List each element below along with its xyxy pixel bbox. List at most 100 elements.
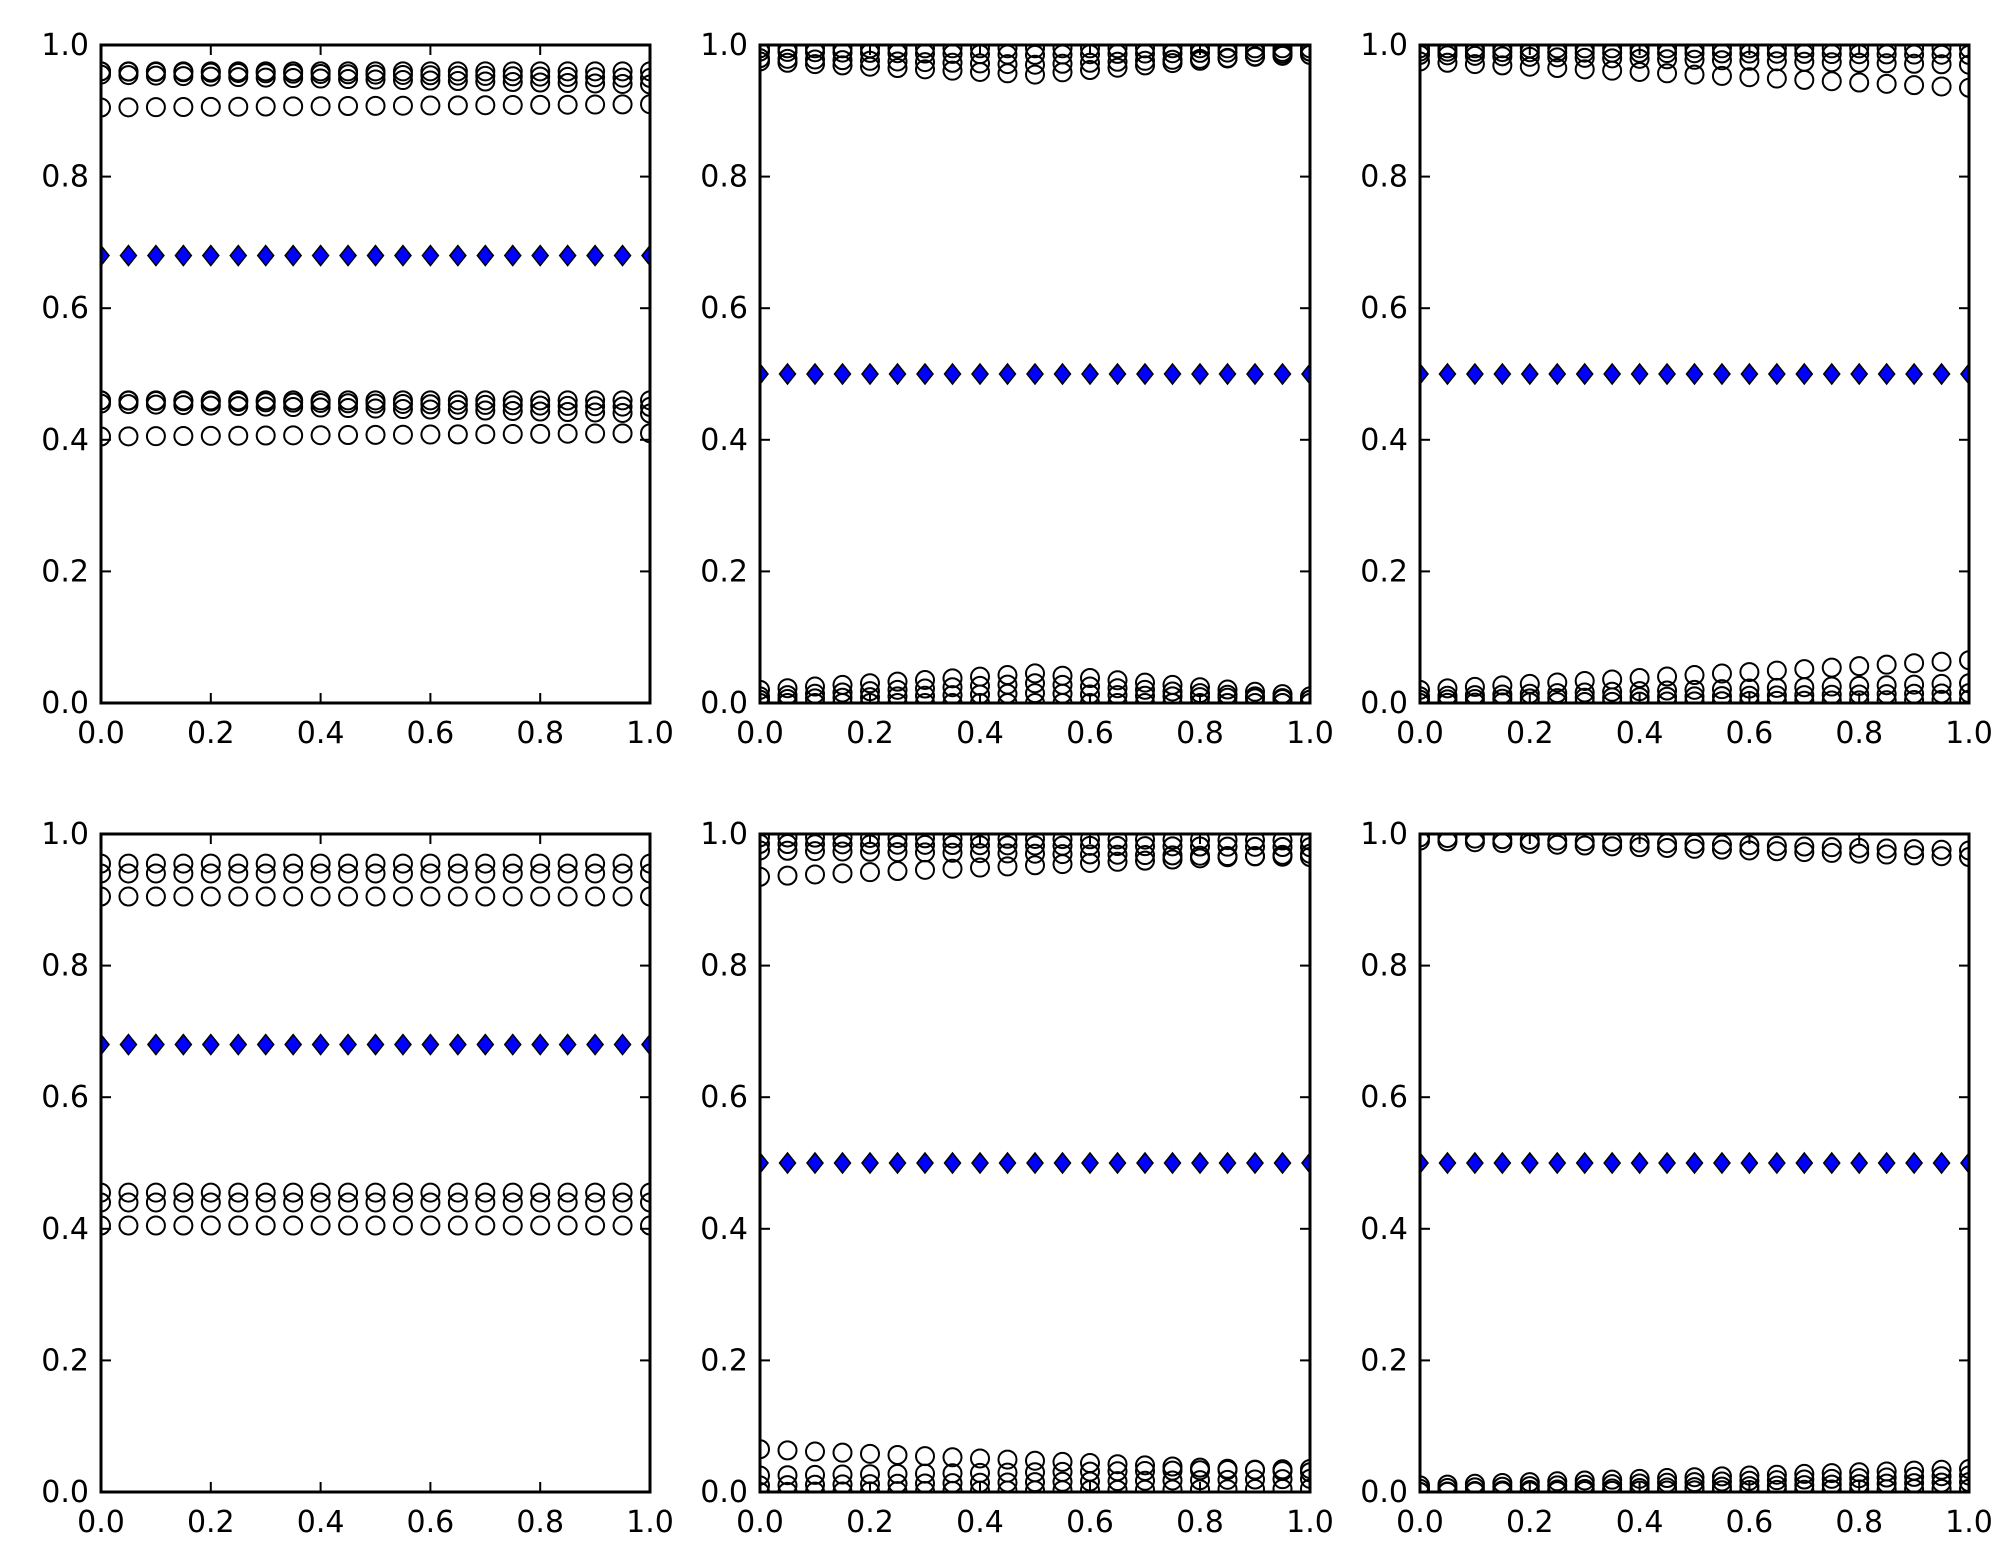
y-tick-label: 0.6 bbox=[1360, 291, 1408, 326]
circle-marker bbox=[101, 64, 111, 85]
circle-marker bbox=[832, 55, 853, 76]
diamond-marker bbox=[806, 1151, 824, 1175]
circle-marker bbox=[640, 390, 650, 411]
circle-marker bbox=[887, 45, 908, 59]
circle-marker bbox=[585, 61, 606, 82]
y-tick-label: 0.2 bbox=[1360, 554, 1408, 589]
circle-marker bbox=[365, 1192, 386, 1213]
circle-marker bbox=[101, 1192, 111, 1213]
circle-marker bbox=[760, 866, 770, 887]
circle-marker bbox=[420, 424, 441, 445]
circle-marker bbox=[612, 396, 633, 417]
diamond-marker bbox=[1026, 1151, 1044, 1175]
circle-marker bbox=[1080, 852, 1100, 873]
circle-marker bbox=[475, 424, 496, 445]
circle-marker bbox=[1602, 834, 1623, 852]
diamond-marker bbox=[1630, 362, 1649, 386]
diamond-marker bbox=[1740, 1151, 1759, 1175]
circle-marker bbox=[640, 423, 650, 444]
circle-marker bbox=[338, 96, 359, 117]
circle-marker bbox=[970, 684, 990, 703]
circle-marker bbox=[310, 392, 331, 413]
y-tick-label: 0.6 bbox=[700, 291, 748, 326]
circle-marker bbox=[777, 1465, 798, 1486]
x-tick-label: 0.6 bbox=[1726, 716, 1774, 751]
circle-marker bbox=[777, 840, 798, 861]
circle-marker bbox=[760, 834, 770, 848]
diamond-marker bbox=[503, 244, 522, 267]
circle-marker bbox=[557, 390, 578, 411]
circle-marker bbox=[760, 51, 770, 72]
circle-marker bbox=[1657, 1468, 1678, 1489]
diamond-marker bbox=[531, 244, 550, 267]
circle-marker bbox=[310, 1192, 331, 1213]
circle-marker bbox=[1300, 834, 1310, 851]
circle-marker bbox=[1931, 45, 1952, 59]
diamond-marker bbox=[366, 244, 385, 267]
circle-marker bbox=[1107, 693, 1128, 703]
circle-marker bbox=[1629, 45, 1650, 63]
y-tick-label: 1.0 bbox=[700, 28, 748, 63]
circle-marker bbox=[145, 65, 166, 86]
circle-marker bbox=[997, 54, 1018, 75]
diamond-marker bbox=[448, 244, 467, 267]
diamond-marker bbox=[1658, 1151, 1677, 1175]
circle-marker bbox=[1245, 836, 1265, 857]
circle-marker bbox=[1904, 53, 1925, 74]
circle-marker bbox=[1629, 668, 1650, 688]
circle-marker bbox=[1272, 1478, 1293, 1492]
circle-marker bbox=[1959, 54, 1969, 75]
subplot-top-left: 0.0 0.2 0.4 0.6 0.8 1.0 0.0 0.2 0.4 0.6 0.8 1.0 bbox=[41, 28, 674, 751]
circle-marker bbox=[942, 52, 963, 73]
circle-marker bbox=[915, 834, 935, 849]
circle-marker bbox=[612, 1215, 633, 1236]
circle-marker bbox=[557, 886, 578, 907]
circle-marker bbox=[255, 425, 276, 446]
circle-marker bbox=[228, 396, 249, 417]
circle-marker bbox=[997, 63, 1018, 84]
markers-group bbox=[760, 834, 1310, 1492]
circle-marker bbox=[530, 390, 551, 411]
circle-marker bbox=[118, 1215, 139, 1236]
circle-marker bbox=[502, 72, 523, 93]
circle-marker bbox=[1217, 48, 1238, 69]
circle-marker bbox=[860, 673, 880, 694]
circle-marker bbox=[530, 886, 551, 907]
circle-marker bbox=[832, 45, 853, 63]
y-tick-label: 0.4 bbox=[1360, 1212, 1408, 1247]
x-tick-label: 0.4 bbox=[956, 1505, 1004, 1540]
circle-marker bbox=[310, 68, 331, 89]
circle-marker bbox=[585, 853, 606, 874]
diamond-marker bbox=[833, 362, 852, 386]
circle-marker bbox=[338, 64, 359, 85]
y-tick-label: 0.2 bbox=[41, 1343, 89, 1378]
circle-marker bbox=[1080, 684, 1100, 703]
y-tick-label: 0.6 bbox=[700, 1080, 748, 1115]
circle-marker bbox=[640, 1182, 650, 1203]
circle-marker bbox=[1272, 1469, 1293, 1490]
circle-marker bbox=[1876, 838, 1897, 859]
x-tick-label: 0.4 bbox=[1616, 1505, 1664, 1540]
circle-marker bbox=[1135, 1470, 1155, 1491]
circle-marker bbox=[1904, 653, 1925, 674]
circle-marker bbox=[1052, 1451, 1073, 1472]
circle-marker bbox=[1135, 50, 1155, 71]
circle-marker bbox=[1162, 849, 1183, 870]
circle-marker bbox=[530, 423, 551, 444]
diamond-marker bbox=[586, 1033, 605, 1056]
circle-marker bbox=[1711, 663, 1732, 684]
diamond-marker bbox=[971, 362, 989, 386]
circle-marker bbox=[1711, 839, 1732, 860]
x-tick-label: 0.8 bbox=[1835, 716, 1883, 751]
diamond-marker bbox=[1850, 362, 1869, 386]
circle-marker bbox=[1931, 689, 1952, 703]
circle-marker bbox=[502, 1182, 523, 1203]
circle-marker bbox=[640, 1215, 650, 1236]
diamond-marker bbox=[1493, 1151, 1512, 1175]
x-tick-label: 0.6 bbox=[407, 716, 455, 751]
circle-marker bbox=[365, 69, 386, 90]
circle-marker bbox=[887, 686, 908, 703]
circle-marker bbox=[997, 45, 1018, 59]
circle-marker bbox=[942, 685, 963, 703]
circle-marker bbox=[887, 861, 908, 882]
